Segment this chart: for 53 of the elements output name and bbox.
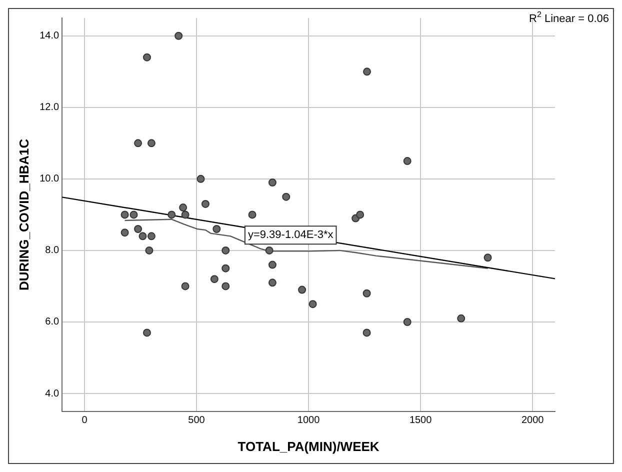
point xyxy=(308,300,317,308)
point xyxy=(179,204,188,212)
y-tick-label: 4.0 xyxy=(45,388,60,400)
x-tick-label: 1000 xyxy=(297,415,320,426)
y-tick-label: 12.0 xyxy=(40,102,60,114)
point xyxy=(174,32,183,40)
y-tick-label: 10.0 xyxy=(40,174,60,185)
point xyxy=(222,264,230,272)
point xyxy=(168,210,176,219)
point xyxy=(403,318,412,326)
point xyxy=(142,53,151,62)
point xyxy=(403,157,412,166)
point xyxy=(130,210,138,219)
y-tick-label: 14.0 xyxy=(40,30,60,42)
point xyxy=(201,200,210,208)
point xyxy=(181,282,190,290)
point xyxy=(363,68,372,76)
point xyxy=(457,314,466,322)
point xyxy=(134,225,142,234)
point xyxy=(212,225,221,234)
x-tick-label: 500 xyxy=(188,415,206,426)
point xyxy=(265,246,274,254)
x-tick-label: 1500 xyxy=(409,415,432,426)
point xyxy=(248,210,256,219)
point xyxy=(356,210,364,219)
x-tick-label: 0 xyxy=(82,415,88,426)
point xyxy=(181,210,190,219)
point xyxy=(138,232,147,240)
point xyxy=(147,139,156,148)
point xyxy=(147,232,156,240)
point xyxy=(268,260,276,269)
point xyxy=(282,192,290,201)
point xyxy=(268,278,276,287)
x-tick-label: 2000 xyxy=(521,415,544,426)
point xyxy=(145,246,154,254)
point xyxy=(134,139,142,148)
point xyxy=(120,228,129,237)
x-axis-title: TOTAL_PA(MIN)/WEEK xyxy=(238,438,380,454)
annotation: y=9.39-1.04E-3*x xyxy=(248,229,334,242)
y-tick-label: 6.0 xyxy=(45,316,60,328)
y-axis-title: DURING_COVID_HBA1C xyxy=(16,138,32,291)
point xyxy=(484,254,492,262)
point xyxy=(268,178,276,187)
point xyxy=(196,174,205,183)
y-tick-label: 8.0 xyxy=(45,245,60,256)
point xyxy=(120,210,129,219)
point xyxy=(362,289,371,298)
point xyxy=(222,246,230,254)
point xyxy=(142,328,151,337)
point xyxy=(210,275,218,284)
point xyxy=(362,328,371,337)
point xyxy=(298,286,306,294)
point xyxy=(222,282,230,290)
